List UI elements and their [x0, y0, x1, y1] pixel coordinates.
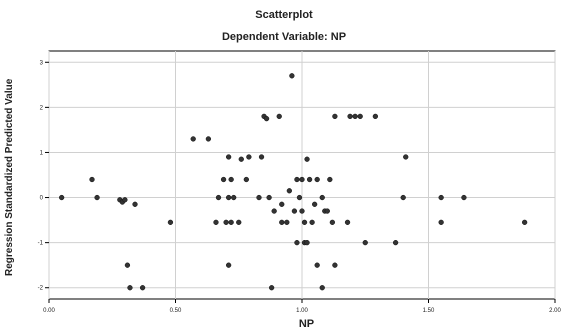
- scatter-point: [89, 176, 95, 183]
- scatter-point: [284, 219, 290, 225]
- x-axis-label: NP: [298, 318, 315, 330]
- scatter-point: [215, 194, 222, 201]
- scatter-point: [59, 194, 65, 201]
- x-tick-label: 1.50: [423, 308, 435, 314]
- scatter-point: [319, 194, 325, 201]
- scatter-point: [294, 176, 300, 183]
- scatter-point: [438, 219, 444, 225]
- scatter-point: [304, 239, 310, 246]
- scatter-point: [400, 194, 406, 201]
- scatter-point: [332, 262, 338, 268]
- scatter-point: [127, 285, 133, 291]
- scatter-point: [213, 219, 219, 225]
- scatter-point: [256, 194, 262, 201]
- scatter-point: [258, 154, 265, 160]
- scatter-point: [225, 194, 232, 201]
- scatter-point: [299, 208, 305, 214]
- scatter-point: [225, 262, 232, 268]
- scatter-point: [139, 285, 146, 291]
- scatter-point: [304, 156, 310, 162]
- scatter-point: [220, 176, 227, 183]
- scatter-point: [263, 115, 270, 122]
- scatter-point: [461, 194, 467, 201]
- scatter-point: [124, 262, 131, 268]
- data-points: [59, 73, 528, 291]
- scatter-point: [306, 176, 313, 183]
- scatter-point: [228, 176, 234, 183]
- scatter-point: [94, 194, 100, 201]
- scatter-point: [279, 201, 285, 207]
- scatter-point: [190, 136, 196, 142]
- y-tick-label: 0: [40, 196, 44, 202]
- y-tick-label: -1: [38, 241, 44, 247]
- scatter-point: [266, 194, 272, 201]
- scatter-point: [329, 219, 336, 225]
- scatter-point: [362, 239, 368, 246]
- scatter-point: [228, 219, 234, 225]
- scatter-point: [231, 194, 237, 201]
- scatter-point: [403, 154, 409, 160]
- scatter-point: [291, 208, 298, 214]
- scatter-point: [332, 113, 338, 120]
- scatter-point: [236, 219, 242, 225]
- axis-ticks: 0.00 0.50 1.00 1.50 2.00 3 2 1 0 -1 -2: [38, 60, 562, 314]
- scatter-point: [347, 113, 353, 120]
- scatter-point: [122, 197, 128, 203]
- chart-title: Scatterplot: [255, 9, 313, 21]
- scatter-point: [276, 113, 282, 120]
- scatter-point: [286, 188, 293, 194]
- scatter-point: [271, 208, 277, 214]
- scatter-point: [225, 154, 232, 160]
- scatter-point: [352, 113, 358, 120]
- scatter-point: [521, 219, 528, 225]
- x-tick-label: 2.00: [549, 308, 561, 314]
- scatter-point: [289, 73, 295, 79]
- scatter-point: [312, 201, 318, 207]
- scatter-point: [392, 239, 399, 246]
- scatter-point: [314, 176, 320, 183]
- y-tick-label: 1: [40, 150, 44, 156]
- scatter-point: [324, 208, 330, 214]
- x-tick-label: 0.00: [43, 308, 55, 314]
- y-tick-label: -2: [38, 286, 44, 292]
- scatter-point: [372, 113, 379, 120]
- scatter-point: [243, 176, 249, 183]
- x-tick-label: 1.00: [296, 308, 308, 314]
- scatter-point: [299, 176, 305, 183]
- scatter-point: [279, 219, 285, 225]
- scatter-point: [301, 219, 308, 225]
- grid-lines: [48, 51, 556, 299]
- scatter-point: [238, 156, 244, 162]
- scatter-point: [309, 219, 315, 225]
- scatter-point: [132, 201, 138, 207]
- y-tick-label: 3: [40, 60, 44, 66]
- scatter-point: [268, 285, 275, 291]
- scatter-point: [223, 219, 229, 225]
- y-axis-label: Regression Standardized Predicted Value: [4, 78, 15, 276]
- scatter-point: [327, 176, 333, 183]
- scatter-point: [167, 219, 174, 225]
- x-tick-label: 0.50: [170, 308, 182, 314]
- chart-subtitle: Dependent Variable: NP: [221, 31, 347, 43]
- scatter-point: [319, 285, 325, 291]
- scatter-point: [246, 154, 252, 160]
- scatter-point: [357, 113, 363, 120]
- scatter-point: [438, 194, 444, 201]
- scatter-point: [205, 136, 212, 142]
- scatter-point: [314, 262, 320, 268]
- scatter-point: [296, 194, 303, 201]
- scatter-point: [294, 239, 300, 246]
- y-tick-label: 2: [40, 105, 44, 111]
- scatter-point: [344, 219, 351, 225]
